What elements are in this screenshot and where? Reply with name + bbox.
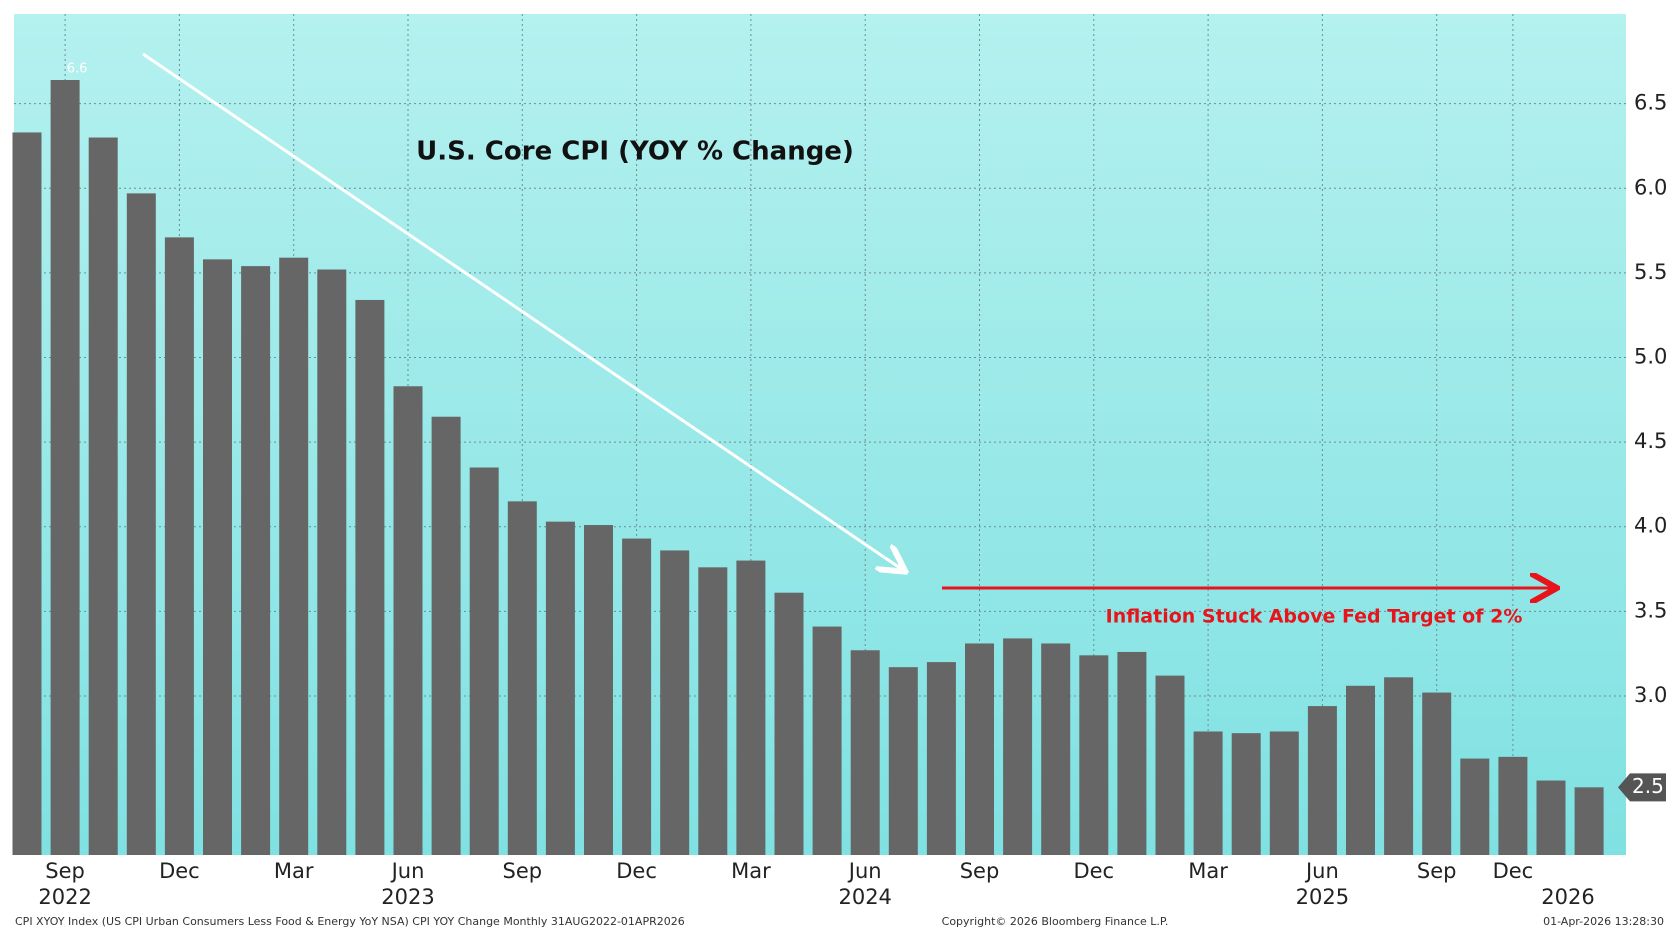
bar (622, 538, 652, 855)
y-tick-label: 5.5 (1634, 260, 1667, 284)
bar (203, 259, 232, 855)
last-value-label: 2.5 (1632, 774, 1664, 798)
bar (126, 193, 156, 855)
bar (1536, 780, 1566, 855)
x-tick-label: Sep (960, 859, 1000, 883)
bar (850, 650, 880, 855)
y-tick-label: 3.0 (1634, 683, 1667, 707)
x-tick-label: Jun (847, 859, 882, 883)
bar (393, 386, 423, 855)
chart-title: U.S. Core CPI (YOY % Change) (416, 137, 854, 167)
bar (88, 137, 118, 855)
x-tick-label: Jun (390, 859, 425, 883)
bar (1498, 756, 1528, 855)
bar (241, 266, 271, 855)
trend-arrow (142, 52, 903, 570)
x-tick-label: Sep (1417, 859, 1457, 883)
bar (1574, 787, 1604, 855)
source-note: CPI XYOY Index (US CPI Urban Consumers L… (15, 915, 685, 928)
bar (469, 467, 499, 855)
bar (1384, 677, 1414, 855)
bar (355, 299, 385, 855)
x-tick-label: Dec (616, 859, 657, 883)
x-tick-label: Jun (1304, 859, 1339, 883)
bar (926, 662, 956, 855)
bar (812, 626, 842, 855)
bar (1307, 706, 1337, 855)
x-tick-label: Sep (503, 859, 543, 883)
bar (698, 567, 728, 855)
x-tick-label: Dec (159, 859, 200, 883)
x-year-label: 2022 (38, 885, 91, 909)
last-value-tag (1618, 773, 1666, 802)
x-tick-label: Mar (1188, 859, 1228, 883)
x-tick-label: Sep (45, 859, 85, 883)
bar (1231, 733, 1261, 855)
bar (965, 643, 994, 855)
bar (1269, 731, 1299, 855)
bar (431, 416, 461, 855)
bar (1003, 638, 1033, 855)
bar (1422, 692, 1452, 855)
bar (888, 667, 918, 855)
y-tick-label: 4.0 (1634, 514, 1667, 538)
bar (317, 269, 347, 855)
y-tick-label: 6.5 (1634, 91, 1667, 115)
bar (774, 592, 804, 855)
value-label: 6.6 (67, 61, 88, 76)
annotation: Inflation Stuck Above Fed Target of 2% (1106, 606, 1523, 628)
bar (1155, 675, 1185, 855)
bar (736, 560, 766, 855)
y-tick-label: 5.0 (1634, 345, 1667, 369)
bar (1346, 685, 1375, 855)
x-tick-label: Dec (1493, 859, 1534, 883)
timestamp: 01-Apr-2026 13:28:30 (1543, 915, 1664, 928)
bar (164, 237, 194, 855)
bar (545, 521, 575, 855)
bar (279, 257, 309, 855)
bar (584, 525, 613, 855)
bar (50, 79, 80, 856)
x-year-label: 2025 (1296, 885, 1349, 909)
x-tick-label: Mar (274, 859, 314, 883)
bar (507, 501, 537, 855)
y-tick-label: 4.5 (1634, 429, 1667, 453)
x-year-label: 2024 (838, 885, 891, 909)
x-tick-label: Mar (731, 859, 771, 883)
y-tick-label: 6.0 (1634, 175, 1667, 199)
y-tick-label: 3.5 (1634, 598, 1667, 622)
x-tick-label: Dec (1073, 859, 1114, 883)
x-year-label: 2026 (1541, 885, 1594, 909)
x-year-label: 2023 (381, 885, 434, 909)
bar (12, 132, 42, 856)
bar (1117, 651, 1147, 855)
copyright: Copyright© 2026 Bloomberg Finance L.P. (942, 915, 1169, 928)
bar (1193, 731, 1223, 855)
bar (660, 550, 690, 855)
bar (1079, 655, 1109, 855)
bar (1460, 758, 1490, 855)
bar (1041, 643, 1071, 855)
